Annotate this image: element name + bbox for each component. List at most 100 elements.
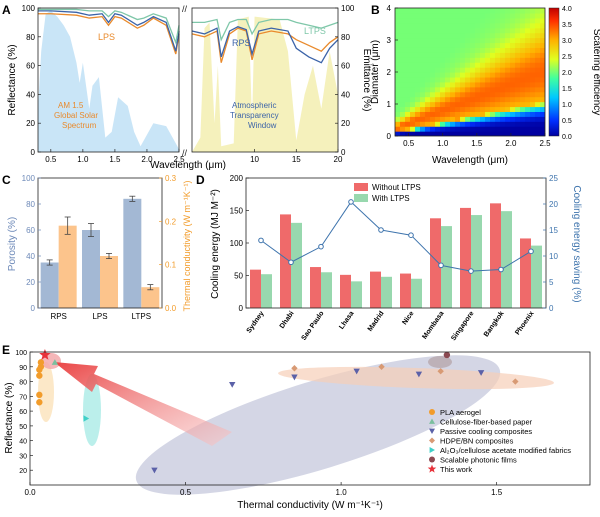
panel-c-plot-frame: [37, 177, 163, 309]
heatmap-cell: [495, 32, 501, 39]
heatmap-cell: [510, 27, 516, 34]
heatmap-cell: [495, 8, 501, 14]
saving-point: [468, 268, 474, 274]
heatmap-cell: [460, 86, 466, 93]
heatmap-cell: [535, 47, 541, 53]
heatmap-cell: [530, 47, 536, 53]
heatmap-cell: [430, 42, 436, 48]
heatmap-cell: [410, 47, 416, 53]
heatmap-cell: [510, 111, 516, 117]
heatmap-cell: [450, 8, 456, 14]
heatmap-cell: [500, 91, 506, 98]
heatmap-cell: [415, 12, 421, 19]
heatmap-cell: [445, 86, 451, 93]
legend-label: Scalable photonic films: [440, 456, 517, 465]
panel-a-label-rps: RPS: [232, 38, 251, 48]
heatmap-cell: [520, 8, 526, 14]
heatmap-cell: [475, 101, 481, 108]
y-tick-label-left: 80: [26, 33, 35, 42]
heatmap-cell: [410, 52, 416, 58]
heatmap-cell: [425, 91, 431, 98]
heatmap-cell: [415, 42, 421, 48]
heatmap-cell: [495, 96, 501, 103]
heatmap-cell: [485, 57, 491, 63]
heatmap-cell: [495, 116, 501, 122]
improvement-arrow: [54, 362, 232, 446]
heatmap-cell: [440, 121, 446, 127]
heatmap-cell: [540, 126, 545, 132]
heatmap-cell: [425, 12, 431, 19]
heatmap-cell: [470, 27, 476, 34]
heatmap-cell: [460, 96, 466, 103]
heatmap-cell: [445, 47, 451, 53]
x-tick-label: Singapore: [450, 310, 475, 342]
heatmap-cell: [475, 32, 481, 39]
heatmap-cell: [435, 121, 441, 127]
heatmap-cell: [535, 32, 541, 39]
heatmap-cell: [455, 67, 461, 73]
heatmap-cell: [480, 76, 486, 83]
legend-label: PLA aerogel: [440, 408, 481, 417]
heatmap-cell: [460, 111, 466, 117]
heatmap-cell: [525, 76, 531, 83]
heatmap-cell: [530, 86, 536, 93]
heatmap-cell: [410, 57, 416, 63]
heatmap-cell: [475, 131, 481, 136]
x-tick-label: 1.5: [491, 488, 503, 497]
heatmap-cell: [405, 111, 411, 117]
heatmap-cell: [400, 62, 406, 68]
heatmap-cell: [450, 57, 456, 63]
heatmap-cell: [405, 81, 411, 88]
heatmap-cell: [460, 17, 466, 24]
heatmap-cell: [465, 8, 471, 14]
heatmap-cell: [530, 126, 536, 132]
heatmap-cell: [430, 101, 436, 108]
heatmap-cell: [410, 17, 416, 24]
heatmap-cell: [430, 131, 436, 136]
heatmap-cell: [495, 62, 501, 68]
heatmap-cell: [495, 47, 501, 53]
heatmap-cell: [505, 72, 511, 78]
heatmap-cell: [500, 32, 506, 39]
heatmap-cell: [480, 47, 486, 53]
heatmap-cell: [500, 22, 506, 29]
heatmap-cell: [520, 101, 526, 108]
heatmap-cell: [540, 106, 545, 112]
heatmap-cell: [415, 52, 421, 58]
heatmap-cell: [410, 42, 416, 48]
heatmap-cell: [440, 8, 446, 14]
heatmap-cell: [450, 17, 456, 24]
heatmap-cell: [440, 96, 446, 103]
heatmap-cell: [540, 111, 545, 117]
heatmap-cell: [535, 12, 541, 19]
heatmap-cell: [535, 111, 541, 117]
heatmap-cell: [450, 52, 456, 58]
heatmap-cell: [435, 76, 441, 83]
heatmap-cell: [410, 72, 416, 78]
heatmap-cell: [510, 8, 516, 14]
heatmap-cell: [540, 121, 545, 127]
saving-point: [378, 227, 384, 233]
y-tick-label-left: 60: [26, 62, 35, 71]
heatmap-cell: [470, 42, 476, 48]
heatmap-cell: [490, 62, 496, 68]
heatmap-cell: [515, 86, 521, 93]
y-tick-label-right: 0: [549, 304, 554, 313]
heatmap-cell: [520, 47, 526, 53]
panel-c-ylabel-right: Thermal conductivity (W m⁻¹K⁻¹): [182, 180, 192, 311]
heatmap-cell: [415, 27, 421, 34]
heatmap-cell: [415, 72, 421, 78]
heatmap-cell: [535, 42, 541, 48]
heatmap-cell: [495, 72, 501, 78]
heatmap-cell: [530, 96, 536, 103]
heatmap-cell: [460, 131, 466, 136]
heatmap-cell: [530, 22, 536, 29]
heatmap-cell: [420, 62, 426, 68]
heatmap-cell: [455, 12, 461, 19]
heatmap-cell: [505, 52, 511, 58]
heatmap-cell: [530, 17, 536, 24]
heatmap-cell: [465, 86, 471, 93]
